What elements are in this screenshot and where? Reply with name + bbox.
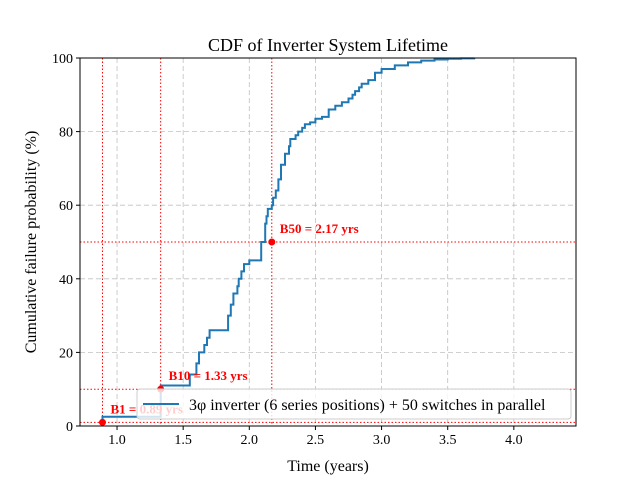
y-tick-label: 60 [59,199,73,214]
y-axis-ticks: 0 20 40 60 80 100 [52,52,80,435]
reference-point [98,418,106,426]
x-tick-label: 1.0 [108,433,126,448]
chart-title: CDF of Inverter System Lifetime [208,35,448,55]
y-tick-label: 20 [59,346,73,361]
y-tick-label: 80 [59,126,73,141]
legend-box [136,388,572,420]
reference-label: B50 = 2.17 yrs [280,221,359,236]
x-tick-label: 1.5 [174,433,192,448]
series-group [101,57,476,423]
y-tick-label: 0 [66,420,73,435]
x-tick-label: 2.5 [307,433,325,448]
reference-label: B10 = 1.33 yrs [169,368,248,383]
legend: 3φ inverter (6 series positions) + 50 sw… [136,388,572,420]
x-tick-label: 4.0 [505,433,523,448]
y-tick-label: 100 [52,52,73,67]
y-axis-label: Cumulative failure probability (%) [23,131,40,354]
y-tick-label: 40 [59,273,73,288]
x-tick-label: 2.0 [241,433,259,448]
x-axis-label: Time (years) [287,458,369,475]
x-tick-label: 3.0 [373,433,391,448]
reference-point [268,238,276,246]
x-axis-ticks: 1.0 1.5 2.0 2.5 3.0 3.5 4.0 [108,426,523,448]
legend-label: 3φ inverter (6 series positions) + 50 sw… [189,397,546,414]
x-tick-label: 3.5 [439,433,457,448]
cdf-series-line [101,57,476,423]
plot-frame [79,57,577,427]
